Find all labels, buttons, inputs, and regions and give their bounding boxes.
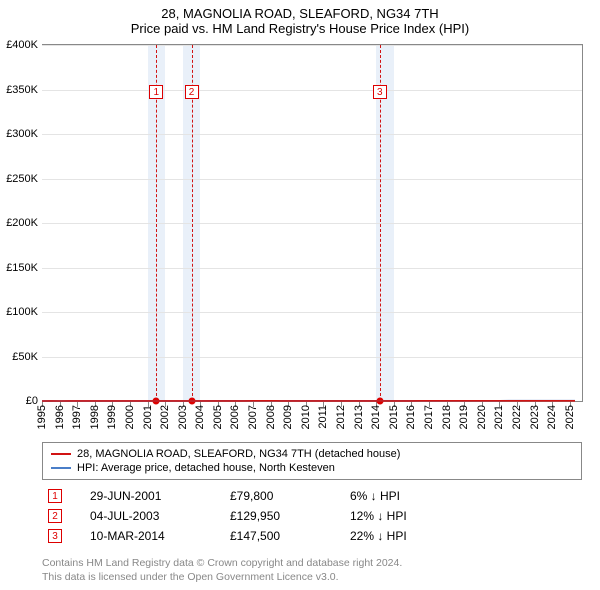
footer-line2: This data is licensed under the Open Gov…	[42, 570, 582, 584]
x-axis-label: 2014	[370, 405, 382, 429]
chart-title-subtitle: Price paid vs. HM Land Registry's House …	[0, 21, 600, 40]
x-axis-label: 2009	[282, 405, 294, 429]
x-axis-label: 2020	[476, 405, 488, 429]
x-axis-label: 1997	[71, 405, 83, 429]
sales-row-marker: 3	[48, 529, 62, 543]
x-axis-label: 2005	[212, 405, 224, 429]
x-axis-label: 2013	[353, 405, 365, 429]
series-svg	[42, 45, 582, 401]
x-axis-label: 2010	[300, 405, 312, 429]
x-axis-label: 2012	[335, 405, 347, 429]
x-axis-label: 1999	[106, 405, 118, 429]
chart-title-address: 28, MAGNOLIA ROAD, SLEAFORD, NG34 7TH	[0, 0, 600, 21]
sales-table: 1 29-JUN-2001£79,8006% ↓ HPI 2 04-JUL-2003£…	[42, 486, 582, 546]
x-axis-label: 2015	[388, 405, 400, 429]
legend-label-hpi: HPI: Average price, detached house, Nort…	[77, 462, 335, 474]
legend-swatch-property	[51, 453, 71, 455]
x-axis-label: 2016	[405, 405, 417, 429]
x-axis-label: 2022	[511, 405, 523, 429]
x-axis-label: 2019	[458, 405, 470, 429]
legend-item-hpi: HPI: Average price, detached house, Nort…	[51, 461, 573, 475]
legend-box: 28, MAGNOLIA ROAD, SLEAFORD, NG34 7TH (d…	[42, 442, 582, 480]
x-axis-label: 2002	[159, 405, 171, 429]
x-axis-label: 2008	[265, 405, 277, 429]
legend-swatch-hpi	[51, 467, 71, 469]
sales-row-date: 29-JUN-2001	[90, 489, 230, 503]
x-axis-label: 2004	[194, 405, 206, 429]
x-axis-label: 2021	[493, 405, 505, 429]
sales-row-price: £147,500	[230, 529, 350, 543]
x-axis-label: 1996	[54, 405, 66, 429]
footer-line1: Contains HM Land Registry data © Crown c…	[42, 556, 582, 570]
x-axis-label: 1998	[89, 405, 101, 429]
sales-row-price: £79,800	[230, 489, 350, 503]
sales-row-price: £129,950	[230, 509, 350, 523]
x-axis-label: 2011	[317, 405, 329, 429]
sales-row-hpi: 22% ↓ HPI	[350, 529, 582, 543]
legend-item-property: 28, MAGNOLIA ROAD, SLEAFORD, NG34 7TH (d…	[51, 447, 573, 461]
x-axis-label: 2025	[564, 405, 576, 429]
y-axis-label: £100K	[6, 306, 38, 318]
y-axis-label: £50K	[12, 351, 38, 363]
x-axis-label: 2000	[124, 405, 136, 429]
x-axis-label: 1995	[36, 405, 48, 429]
y-axis-label: £350K	[6, 84, 38, 96]
x-axis-label: 2001	[142, 405, 154, 429]
y-axis-label: £400K	[6, 39, 38, 51]
x-axis-label: 2023	[529, 405, 541, 429]
chart-plot-area: £0£50K£100K£150K£200K£250K£300K£350K£400…	[42, 44, 583, 402]
x-axis-label: 2007	[247, 405, 259, 429]
x-axis-label: 2018	[441, 405, 453, 429]
sales-row: 2 04-JUL-2003£129,95012% ↓ HPI	[42, 506, 582, 526]
sales-row-hpi: 12% ↓ HPI	[350, 509, 582, 523]
x-axis-label: 2024	[546, 405, 558, 429]
sales-row-date: 04-JUL-2003	[90, 509, 230, 523]
sales-row-hpi: 6% ↓ HPI	[350, 489, 582, 503]
x-axis-label: 2017	[423, 405, 435, 429]
y-axis-label: £300K	[6, 128, 38, 140]
y-axis-label: £150K	[6, 262, 38, 274]
sales-row: 1 29-JUN-2001£79,8006% ↓ HPI	[42, 486, 582, 506]
sales-row-marker: 1	[48, 489, 62, 503]
footer-attribution: Contains HM Land Registry data © Crown c…	[42, 556, 582, 584]
sales-row: 3 10-MAR-2014£147,50022% ↓ HPI	[42, 526, 582, 546]
y-axis-label: £250K	[6, 173, 38, 185]
legend-label-property: 28, MAGNOLIA ROAD, SLEAFORD, NG34 7TH (d…	[77, 448, 400, 460]
x-axis-label: 2003	[177, 405, 189, 429]
x-axis-label: 2006	[229, 405, 241, 429]
sales-row-date: 10-MAR-2014	[90, 529, 230, 543]
y-axis-label: £200K	[6, 217, 38, 229]
sales-row-marker: 2	[48, 509, 62, 523]
